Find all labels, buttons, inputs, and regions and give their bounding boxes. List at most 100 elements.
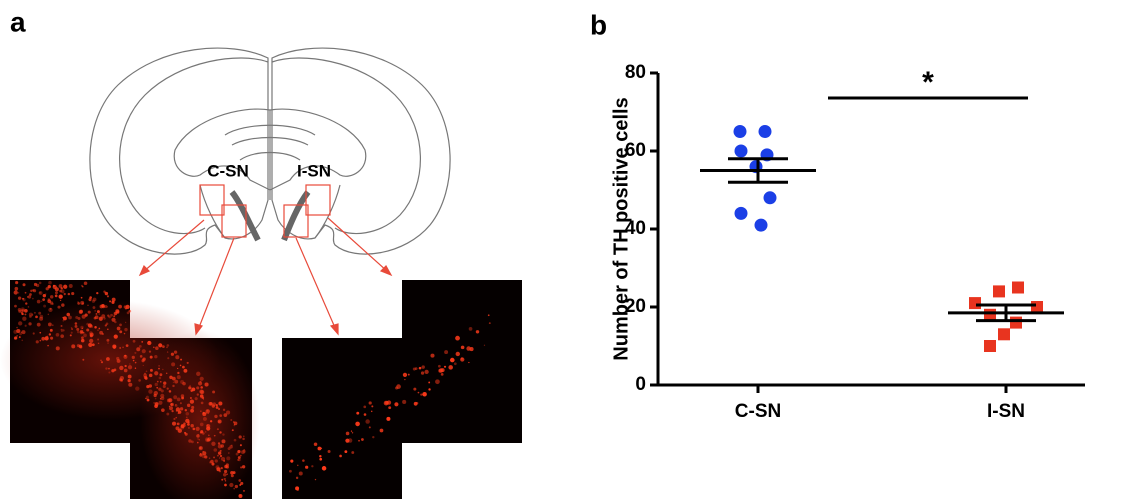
speckle bbox=[145, 370, 148, 373]
speckle bbox=[148, 389, 153, 394]
speckle bbox=[204, 455, 208, 459]
speckle bbox=[233, 421, 238, 426]
speckle bbox=[114, 320, 117, 324]
speckle bbox=[199, 453, 203, 457]
speckle bbox=[177, 371, 180, 375]
speckle bbox=[227, 447, 231, 451]
speckle bbox=[361, 438, 364, 441]
speckle bbox=[345, 438, 350, 443]
speckle bbox=[215, 404, 218, 407]
speckle bbox=[62, 319, 65, 322]
speckle bbox=[113, 368, 117, 372]
speckle bbox=[195, 426, 200, 431]
speckle bbox=[444, 350, 449, 355]
speckle bbox=[76, 327, 80, 331]
speckle bbox=[132, 339, 136, 343]
speckle bbox=[21, 330, 26, 335]
speckle bbox=[106, 306, 108, 308]
speckle bbox=[61, 303, 65, 307]
speckle bbox=[44, 336, 49, 341]
speckle bbox=[39, 316, 44, 321]
speckle bbox=[158, 376, 162, 380]
speckle bbox=[132, 359, 135, 362]
point bbox=[998, 328, 1010, 341]
speckle bbox=[154, 397, 157, 400]
point bbox=[734, 144, 748, 158]
speckle bbox=[351, 451, 355, 454]
speckle bbox=[298, 471, 303, 476]
speckle bbox=[230, 474, 234, 478]
speckle bbox=[420, 393, 423, 396]
speckle bbox=[154, 371, 159, 376]
speckle bbox=[32, 289, 37, 293]
speckle bbox=[453, 362, 457, 366]
speckle bbox=[149, 355, 153, 359]
region-label: I-SN bbox=[297, 161, 331, 180]
substantia-nigra bbox=[229, 190, 261, 242]
speckle bbox=[116, 326, 121, 331]
speckle bbox=[197, 433, 199, 436]
y-axis-label: Number of TH positive cells bbox=[610, 97, 632, 360]
speckle bbox=[240, 466, 243, 469]
x-tick-label: C-SN bbox=[735, 401, 781, 422]
speckle bbox=[187, 423, 190, 426]
speckle bbox=[180, 379, 185, 384]
speckle bbox=[460, 357, 463, 360]
speckle bbox=[220, 444, 224, 448]
speckle bbox=[22, 316, 27, 321]
speckle bbox=[237, 456, 241, 460]
speckle bbox=[115, 309, 120, 314]
speckle bbox=[104, 324, 107, 327]
speckle bbox=[355, 421, 360, 427]
speckle bbox=[103, 290, 106, 293]
speckle bbox=[91, 343, 95, 347]
speckle bbox=[82, 286, 84, 288]
speckle bbox=[18, 321, 23, 326]
speckle bbox=[183, 368, 188, 373]
speckle bbox=[33, 311, 36, 314]
point bbox=[1031, 301, 1043, 313]
speckle bbox=[127, 379, 131, 383]
speckle bbox=[97, 329, 99, 331]
speckle bbox=[170, 403, 173, 406]
speckle bbox=[230, 419, 233, 422]
speckle bbox=[165, 372, 168, 375]
speckle bbox=[32, 289, 35, 292]
speckle bbox=[182, 381, 186, 386]
speckle bbox=[89, 331, 93, 335]
speckle bbox=[54, 294, 58, 298]
speckle bbox=[124, 327, 128, 332]
speckle bbox=[242, 449, 246, 453]
speckle bbox=[196, 371, 201, 377]
speckle bbox=[47, 299, 52, 304]
speckle bbox=[17, 296, 22, 300]
speckle bbox=[58, 294, 63, 299]
speckle bbox=[212, 390, 216, 394]
speckle bbox=[31, 313, 34, 316]
speckle bbox=[166, 346, 168, 349]
speckle bbox=[49, 295, 54, 299]
speckle bbox=[208, 401, 213, 406]
speckle bbox=[218, 421, 220, 423]
speckle bbox=[25, 302, 28, 305]
speckle bbox=[243, 449, 245, 451]
speckle bbox=[129, 363, 131, 365]
speckle bbox=[158, 343, 163, 348]
speckle bbox=[39, 331, 42, 334]
speckle bbox=[221, 439, 226, 444]
speckle bbox=[365, 419, 370, 424]
speckle bbox=[239, 454, 242, 457]
speckle bbox=[179, 364, 182, 367]
speckle bbox=[488, 322, 491, 325]
speckle bbox=[119, 365, 124, 371]
speckle bbox=[176, 422, 180, 426]
speckle bbox=[239, 494, 241, 497]
speckle bbox=[314, 478, 317, 481]
speckle bbox=[87, 323, 93, 328]
speckle bbox=[173, 350, 178, 354]
speckle bbox=[134, 367, 137, 369]
speckle bbox=[413, 387, 417, 391]
speckle bbox=[197, 438, 199, 440]
speckle bbox=[162, 345, 165, 348]
speckle bbox=[345, 431, 350, 436]
